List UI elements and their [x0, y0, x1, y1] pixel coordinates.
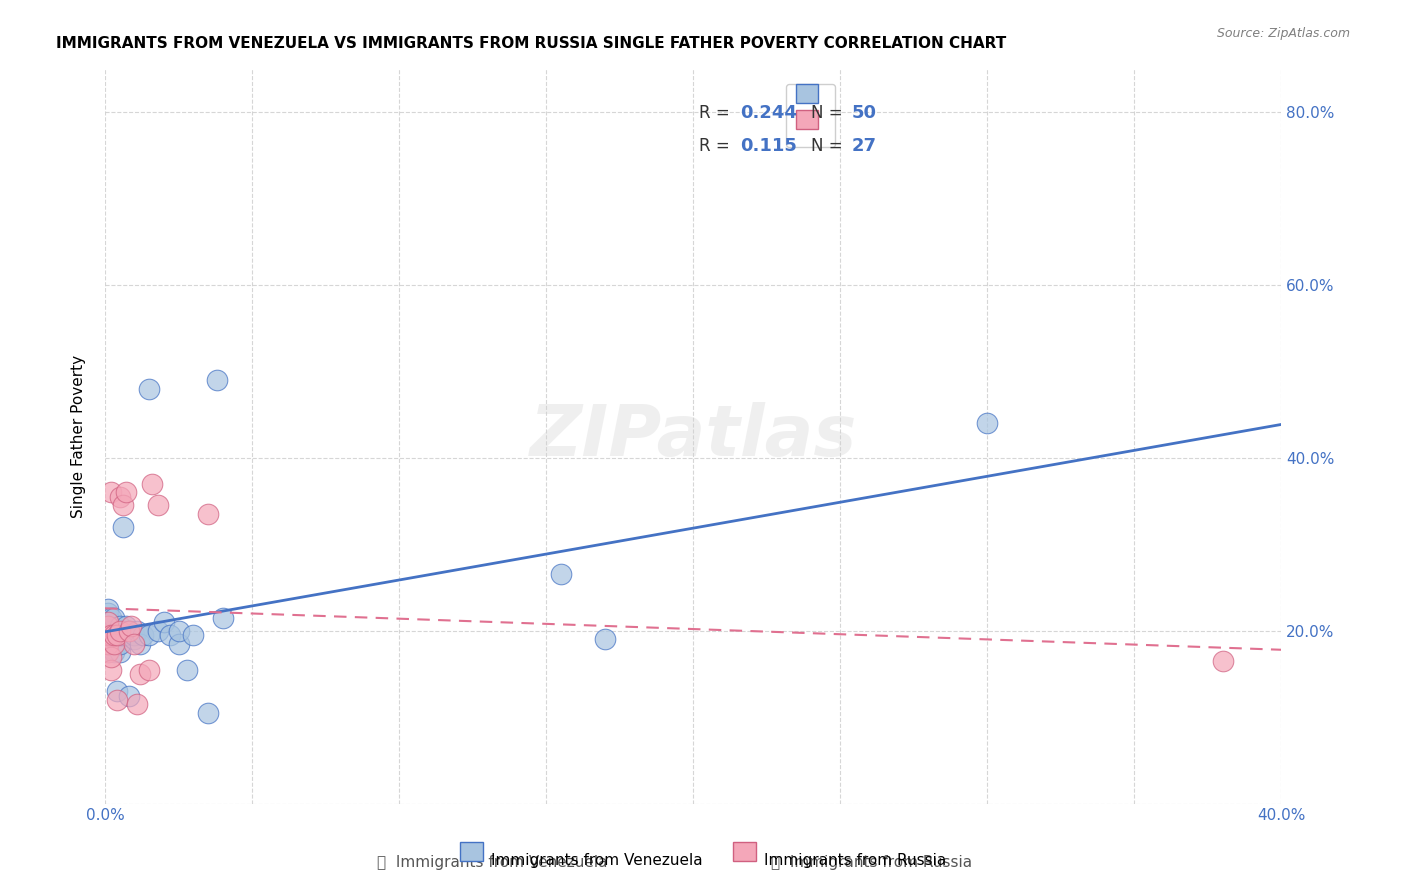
Point	[124, 637, 146, 651]
Point	[100, 485, 122, 500]
Text: Source: ZipAtlas.com: Source: ZipAtlas.com	[1216, 27, 1350, 40]
Point	[103, 637, 125, 651]
Point	[117, 624, 139, 638]
Point	[167, 624, 190, 638]
Point	[111, 498, 134, 512]
Point	[114, 619, 136, 633]
Point	[100, 649, 122, 664]
Point	[97, 619, 120, 633]
Text: 50: 50	[852, 103, 877, 121]
Point	[117, 689, 139, 703]
Point	[181, 628, 204, 642]
Y-axis label: Single Father Poverty: Single Father Poverty	[72, 354, 86, 517]
Point	[205, 373, 228, 387]
Point	[97, 637, 120, 651]
Point	[97, 619, 120, 633]
Point	[97, 607, 120, 621]
Point	[127, 624, 149, 638]
Point	[108, 619, 131, 633]
Text: ZIPatlas: ZIPatlas	[530, 401, 856, 471]
Text: ⬜  Immigrants from Russia: ⬜ Immigrants from Russia	[770, 855, 973, 870]
Point	[97, 645, 120, 659]
Text: R =: R =	[699, 136, 735, 154]
Point	[593, 632, 616, 647]
Point	[103, 610, 125, 624]
Point	[97, 610, 120, 624]
Point	[97, 624, 120, 638]
Point	[108, 490, 131, 504]
Point	[97, 645, 120, 659]
Point	[153, 615, 176, 629]
Point	[129, 637, 152, 651]
Point	[97, 602, 120, 616]
Point	[176, 663, 198, 677]
Point	[108, 645, 131, 659]
Point	[138, 382, 160, 396]
Point	[105, 628, 128, 642]
Point	[105, 637, 128, 651]
Point	[129, 666, 152, 681]
Point	[167, 637, 190, 651]
Point	[105, 693, 128, 707]
Point	[211, 610, 233, 624]
Point	[100, 610, 122, 624]
Point	[97, 637, 120, 651]
Point	[117, 624, 139, 638]
Text: 0.115: 0.115	[740, 136, 797, 154]
Point	[100, 628, 122, 642]
Point	[97, 615, 120, 629]
Point	[114, 628, 136, 642]
Point	[120, 619, 142, 633]
Point	[197, 706, 219, 720]
Point	[103, 645, 125, 659]
Point	[97, 628, 120, 642]
Point	[97, 624, 120, 638]
Point	[103, 628, 125, 642]
Point	[138, 628, 160, 642]
Point	[159, 628, 181, 642]
Point	[197, 507, 219, 521]
Point	[100, 663, 122, 677]
Point	[103, 628, 125, 642]
Point	[108, 624, 131, 638]
Point	[111, 628, 134, 642]
Point	[141, 476, 163, 491]
Point	[976, 416, 998, 430]
Point	[108, 637, 131, 651]
Point	[124, 628, 146, 642]
Point	[100, 624, 122, 638]
Text: N =: N =	[811, 136, 848, 154]
Text: IMMIGRANTS FROM VENEZUELA VS IMMIGRANTS FROM RUSSIA SINGLE FATHER POVERTY CORREL: IMMIGRANTS FROM VENEZUELA VS IMMIGRANTS …	[56, 36, 1007, 51]
Text: R =: R =	[699, 103, 735, 121]
Point	[138, 663, 160, 677]
Point	[105, 684, 128, 698]
Text: 0.244: 0.244	[740, 103, 797, 121]
Point	[97, 615, 120, 629]
Point	[124, 632, 146, 647]
Point	[114, 485, 136, 500]
Point	[550, 567, 572, 582]
Legend: , : ,	[786, 84, 835, 147]
Point	[146, 624, 169, 638]
Text: ⬜  Immigrants from Venezuela: ⬜ Immigrants from Venezuela	[377, 855, 607, 870]
Point	[100, 640, 122, 655]
Point	[132, 628, 155, 642]
Point	[127, 697, 149, 711]
Text: N =: N =	[811, 103, 848, 121]
Point	[146, 498, 169, 512]
Legend: Immigrants from Venezuela, Immigrants from Russia: Immigrants from Venezuela, Immigrants fr…	[454, 845, 952, 875]
Point	[103, 637, 125, 651]
Point	[111, 520, 134, 534]
Point	[1212, 654, 1234, 668]
Point	[100, 628, 122, 642]
Point	[108, 628, 131, 642]
Text: 27: 27	[852, 136, 877, 154]
Point	[97, 632, 120, 647]
